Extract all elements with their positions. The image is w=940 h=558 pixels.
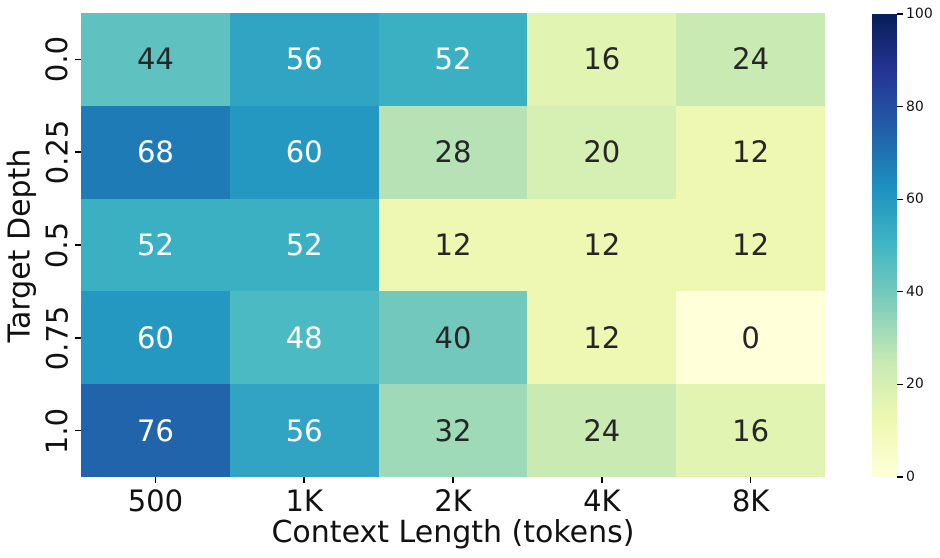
colorbar-tick-mark — [897, 106, 903, 108]
heatmap-cell: 12 — [676, 105, 825, 199]
y-axis-title-text: Target Depth — [2, 148, 38, 342]
x-tick-mark — [452, 477, 454, 483]
colorbar-tick-mark — [897, 13, 903, 15]
heatmap-cell: 56 — [229, 13, 379, 106]
colorbar-tick-label: 0 — [906, 469, 915, 485]
heatmap-cell: 56 — [229, 384, 379, 477]
x-tick-label: 8K — [731, 484, 770, 518]
colorbar-tick-label: 80 — [906, 98, 924, 115]
colorbar-tick-mark — [897, 383, 903, 385]
heatmap-cell: 52 — [229, 198, 379, 292]
heatmap-cell: 24 — [676, 13, 825, 106]
y-tick-label: 0.5 — [40, 221, 74, 269]
x-tick-label: 500 — [127, 484, 184, 518]
heatmap-cell: 40 — [378, 291, 528, 385]
heatmap-cell: 20 — [527, 105, 677, 199]
y-tick-label: 1.0 — [40, 407, 74, 454]
heatmap-cell: 16 — [527, 13, 677, 106]
heatmap-cell: 52 — [81, 198, 230, 292]
colorbar-tick-label: 40 — [906, 283, 924, 300]
x-tick-label: 2K — [434, 484, 472, 518]
heatmap-cell: 44 — [81, 13, 230, 106]
heatmap-cell: 16 — [676, 384, 825, 477]
heatmap-cell: 76 — [81, 384, 230, 477]
y-tick-mark — [75, 58, 81, 61]
heatmap-cell: 68 — [81, 105, 230, 199]
y-tick-label: 0.25 — [40, 119, 75, 185]
colorbar-tick-label: 60 — [906, 191, 924, 208]
heatmap-cell: 12 — [676, 198, 825, 292]
colorbar-gradient — [872, 14, 897, 477]
y-tick-mark — [75, 429, 81, 432]
x-tick-mark — [303, 477, 305, 483]
colorbar-tick-mark — [897, 198, 903, 200]
y-tick-label: 0.0 — [40, 36, 74, 83]
colorbar-tick-mark — [897, 291, 903, 293]
heatmap-cell: 28 — [378, 105, 528, 199]
y-axis-title: Target Depth — [2, 13, 38, 477]
heatmap-cell: 12 — [527, 291, 677, 385]
heatmap-cell: 12 — [527, 198, 677, 292]
x-tick-label: 1K — [285, 484, 323, 518]
heatmap-cell: 32 — [378, 384, 528, 477]
x-tick-mark — [749, 477, 752, 483]
x-tick-label: 4K — [583, 484, 621, 518]
colorbar-tick-label: 20 — [906, 376, 924, 393]
heatmap-grid: 44 56 52 16 24 68 60 28 20 12 52 52 12 12 12 60 48 40 12 0 7… — [81, 13, 825, 477]
heatmap-cell: 52 — [378, 13, 528, 106]
heatmap-cell: 0 — [676, 291, 825, 385]
x-axis-title: Context Length (tokens) — [81, 515, 825, 550]
y-tick-label: 0.75 — [40, 305, 75, 371]
heatmap-cell: 48 — [229, 291, 379, 385]
heatmap-cell: 60 — [81, 291, 230, 385]
x-tick-mark — [154, 477, 157, 483]
y-tick-mark — [75, 151, 81, 153]
colorbar-tick-label: 100 — [906, 6, 933, 22]
x-axis-title-text: Context Length (tokens) — [271, 515, 635, 550]
colorbar-tick-mark — [897, 476, 903, 478]
y-tick-mark — [75, 244, 81, 246]
heatmap-cell: 60 — [229, 105, 379, 199]
heatmap-cell: 12 — [378, 198, 528, 292]
heatmap-cell: 24 — [527, 384, 677, 477]
y-tick-mark — [75, 337, 81, 339]
x-tick-mark — [601, 477, 603, 483]
